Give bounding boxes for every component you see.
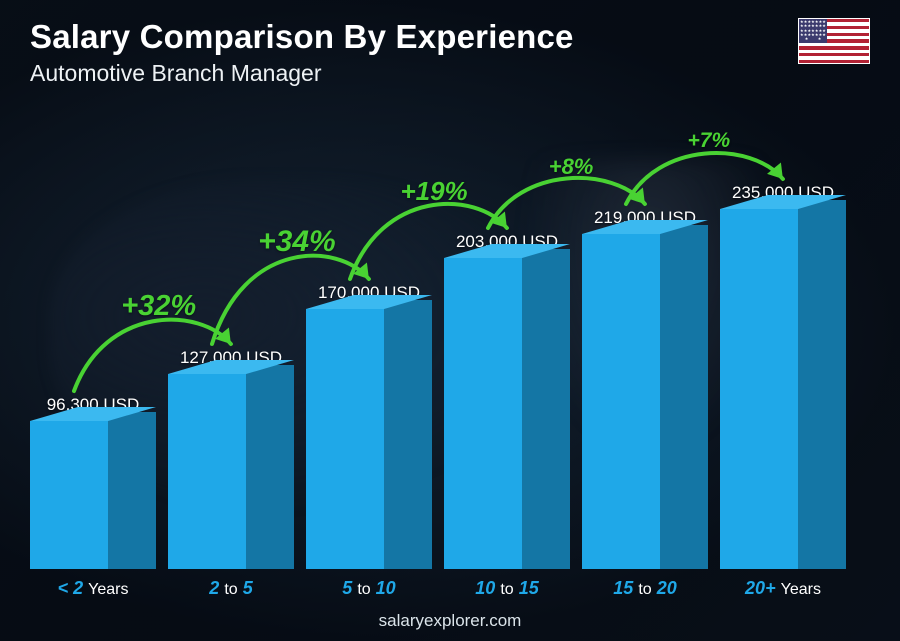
header: Salary Comparison By Experience Automoti… bbox=[30, 18, 870, 87]
x-axis-label: 10 to 15 bbox=[444, 578, 570, 599]
page-subtitle: Automotive Branch Manager bbox=[30, 60, 574, 87]
country-flag-us: ★★★★★★★★★★★★★★★★★★★★★★★★★★★★★★ bbox=[798, 18, 870, 64]
bar bbox=[30, 421, 156, 569]
footer-attribution: salaryexplorer.com bbox=[0, 611, 900, 631]
bar bbox=[582, 234, 708, 569]
bar bbox=[444, 258, 570, 569]
bar-slot: 203,000 USD bbox=[444, 232, 570, 569]
x-axis-label: 15 to 20 bbox=[582, 578, 708, 599]
bar bbox=[306, 309, 432, 569]
bars-row: 96,300 USD127,000 USD170,000 USD203,000 … bbox=[30, 110, 846, 569]
x-axis-labels: < 2 Years 2 to 5 5 to 10 10 to 15 15 to 20 20… bbox=[30, 578, 846, 599]
bar-slot: 219,000 USD bbox=[582, 208, 708, 569]
x-axis-label: 2 to 5 bbox=[168, 578, 294, 599]
chart-container: Salary Comparison By Experience Automoti… bbox=[0, 0, 900, 641]
titles: Salary Comparison By Experience Automoti… bbox=[30, 18, 574, 87]
x-axis-label: 5 to 10 bbox=[306, 578, 432, 599]
bar-chart: 96,300 USD127,000 USD170,000 USD203,000 … bbox=[30, 110, 846, 569]
bar-slot: 127,000 USD bbox=[168, 348, 294, 569]
bar-slot: 235,000 USD bbox=[720, 183, 846, 569]
x-axis-label: < 2 Years bbox=[30, 578, 156, 599]
x-axis-label: 20+ Years bbox=[720, 578, 846, 599]
bar-slot: 96,300 USD bbox=[30, 395, 156, 569]
page-title: Salary Comparison By Experience bbox=[30, 18, 574, 56]
bar-slot: 170,000 USD bbox=[306, 283, 432, 569]
bar bbox=[720, 209, 846, 569]
bar bbox=[168, 374, 294, 569]
